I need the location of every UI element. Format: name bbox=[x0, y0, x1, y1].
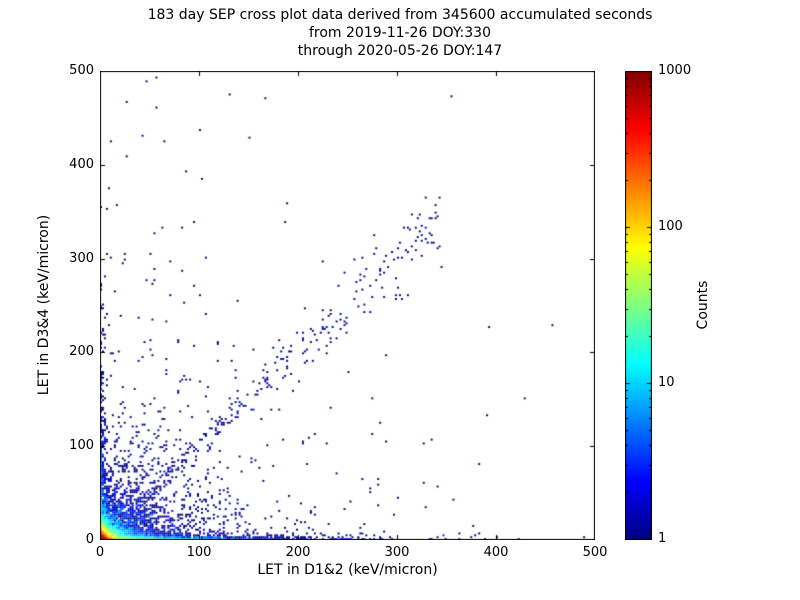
chart-title-line-2: from 2019-11-26 DOY:330 bbox=[308, 25, 491, 41]
x-tick-labels: 0 100 200 300 400 500 bbox=[96, 545, 608, 563]
x-tick-label: 0 bbox=[95, 545, 105, 560]
x-tick-label: 300 bbox=[384, 545, 410, 560]
y-tick-label: 500 bbox=[69, 63, 94, 78]
colorbar-label: Counts bbox=[695, 280, 711, 330]
chart-title-line-3: through 2020-05-26 DOY:147 bbox=[297, 43, 503, 59]
scatter-plot-canvas bbox=[100, 71, 595, 540]
y-tick-label: 400 bbox=[69, 156, 94, 172]
colorbar-tick-label: 10 bbox=[658, 375, 675, 390]
x-tick-label: 400 bbox=[483, 545, 509, 560]
chart-title-line-1: 183 day SEP cross plot data derived from… bbox=[147, 7, 653, 23]
y-tick-label: 300 bbox=[69, 250, 94, 266]
y-tick-labels: 0 100 200 300 400 500 bbox=[52, 63, 94, 547]
x-tick-label: 200 bbox=[285, 545, 311, 560]
y-tick-label: 200 bbox=[69, 344, 94, 360]
x-axis-label: LET in D1&2 (keV/micron) bbox=[257, 562, 438, 578]
y-tick-label: 0 bbox=[85, 532, 94, 547]
x-tick-label: 500 bbox=[582, 545, 608, 560]
colorbar-tick-label: 1 bbox=[658, 531, 667, 546]
y-axis-label: LET in D3&4 (keV/micron) bbox=[36, 214, 52, 396]
colorbar-tick-labels: 1 10 100 1000 bbox=[658, 63, 706, 546]
colorbar-tick-label: 1000 bbox=[658, 63, 692, 78]
colorbar bbox=[625, 71, 652, 540]
y-tick-label: 100 bbox=[69, 438, 94, 454]
colorbar-tick-label: 100 bbox=[658, 219, 683, 234]
x-tick-label: 100 bbox=[186, 545, 212, 560]
